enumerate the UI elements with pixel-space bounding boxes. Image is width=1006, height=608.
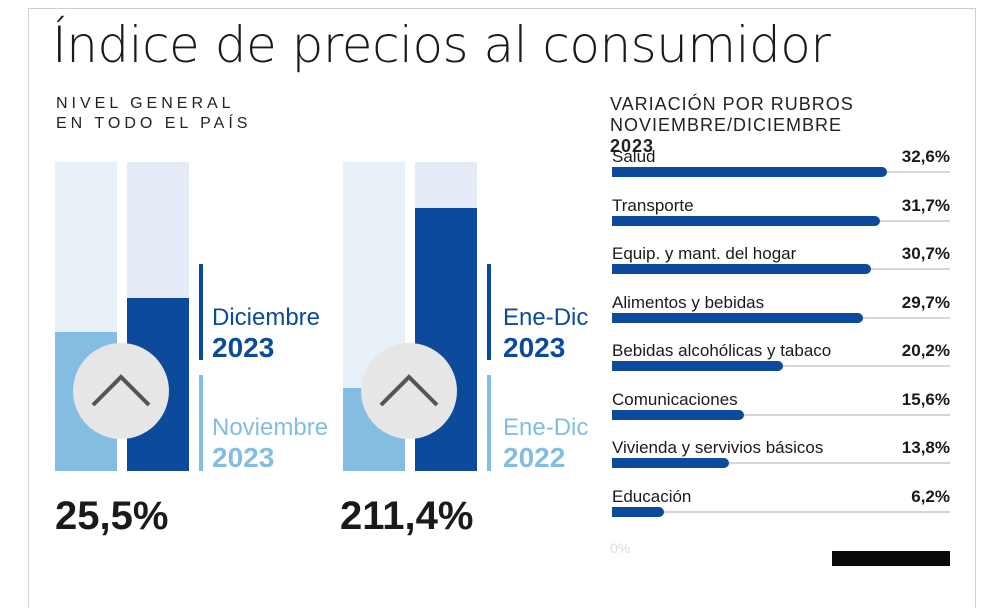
rubro-bar [612,409,744,420]
rubro-label: Educación [612,486,692,506]
footer-bar [832,551,950,566]
rubro-row: Transporte 31,7% [612,195,950,229]
label-line-noviembre [199,375,203,471]
rubro-bar [612,506,665,517]
rubro-row: Educación 6,2% [612,486,950,520]
rubro-bar [612,361,783,371]
infographic-frame [28,8,976,608]
rubro-bar [612,458,729,468]
rubro-bar [612,215,880,226]
page-title: Índice de precios al consumidor [52,16,831,74]
rubro-track [612,462,950,464]
rubro-row: Comunicaciones 15,6% [612,389,950,423]
up-chevron-icon [361,343,457,439]
label-ene-dic-2022: Ene-Dic 2022 [503,414,588,474]
rubro-bar [612,167,888,177]
rubro-value-label: 20,2% [901,341,950,360]
rubro-value-label: 15,6% [901,389,950,409]
rubro-row: Salud 32,6% [612,146,950,180]
subtitle-line-2: EN TODO EL PAÍS [56,115,252,132]
rubro-value-label: 13,8% [901,438,950,457]
rubro-value-label: 30,7% [901,244,950,263]
panel-title-period: NOVIEMBRE/DICIEMBRE [610,115,843,135]
rubro-label: Transporte [612,195,694,215]
label-year: 2022 [503,442,566,473]
axis-zero-label: 0% [610,540,631,556]
rubro-label: Bebidas alcohólicas y tabaco [612,341,832,360]
rubro-value-label: 6,2% [911,486,950,506]
label-ene-dic-2023: Ene-Dic 2023 [503,304,588,364]
rubro-label: Salud [612,147,656,166]
rubro-bar [612,312,863,323]
subtitle: NIVEL GENERAL EN TODO EL PAÍS [56,94,251,134]
label-line-ene-dic-2023 [487,264,491,360]
rubro-value-label: 31,7% [901,195,950,215]
label-name: Noviembre [212,414,329,441]
label-year: 2023 [212,332,275,363]
rubro-label: Comunicaciones [612,389,738,409]
subtitle-line-1: NIVEL GENERAL [56,95,235,112]
rubro-label: Equip. y mant. del hogar [612,244,797,263]
rubro-value-label: 29,7% [901,292,950,312]
label-name: Ene-Dic [503,304,589,331]
label-year: 2023 [503,332,566,363]
total-anual: 211,4% [340,494,474,538]
rubro-track [612,510,950,513]
panel-title-line-1: VARIACIÓN POR RUBROS [610,94,854,114]
rubro-row: Alimentos y bebidas 29,7% [612,292,950,326]
rubro-label: Alimentos y bebidas [612,292,765,312]
rubro-bar [612,264,872,274]
label-noviembre-2023: Noviembre 2023 [212,414,328,474]
panel-title-line-2: NOVIEMBRE/DICIEMBRE 2023 [610,115,854,157]
label-name: Diciembre [212,304,321,331]
label-line-diciembre [199,264,203,360]
label-year: 2023 [212,442,275,473]
rubro-row: Vivienda y servivios básicos 13,8% [612,437,950,471]
rubro-value-label: 32,6% [901,147,950,166]
rubro-row: Bebidas alcohólicas y tabaco 20,2% [612,340,950,374]
label-name: Ene-Dic [503,414,589,441]
panel-title: VARIACIÓN POR RUBROS NOVIEMBRE/DICIEMBRE… [610,94,854,157]
panel-title-year: 2023 [610,136,655,156]
up-chevron-icon [73,343,169,439]
rubro-label: Vivienda y servivios básicos [612,438,824,457]
label-diciembre-2023: Diciembre 2023 [212,304,320,364]
label-line-ene-dic-2022 [487,375,491,471]
rubro-track [612,413,950,416]
total-mensual: 25,5% [55,494,169,538]
rubro-row: Equip. y mant. del hogar 30,7% [612,243,950,277]
